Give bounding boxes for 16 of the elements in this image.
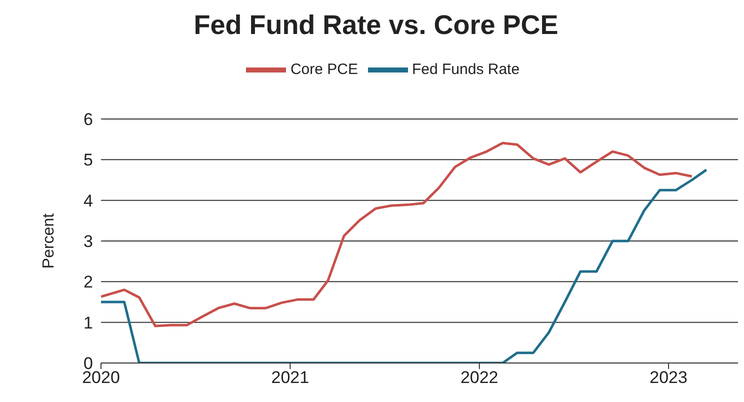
y-tick-label: 1	[84, 313, 93, 332]
y-axis-title: Percent	[40, 212, 58, 269]
x-tick-label: 2023	[650, 368, 688, 388]
legend-label: Core PCE	[290, 60, 358, 78]
y-tick-label: 2	[84, 272, 93, 292]
y-tick-label: 3	[84, 232, 93, 252]
y-tick-label: 4	[84, 191, 93, 210]
line-series	[101, 142, 694, 328]
x-tick-label: 2020	[82, 368, 120, 388]
x-tick-label: 2021	[271, 368, 310, 388]
legend-label: Fed Funds Rate	[412, 60, 520, 78]
y-tick-label: 5	[84, 150, 93, 170]
line-series	[101, 168, 708, 363]
x-tick-label: 2022	[460, 368, 498, 388]
chart-title: Fed Fund Rate vs. Core PCE	[192, 10, 560, 41]
y-tick-label: 6	[84, 110, 93, 130]
